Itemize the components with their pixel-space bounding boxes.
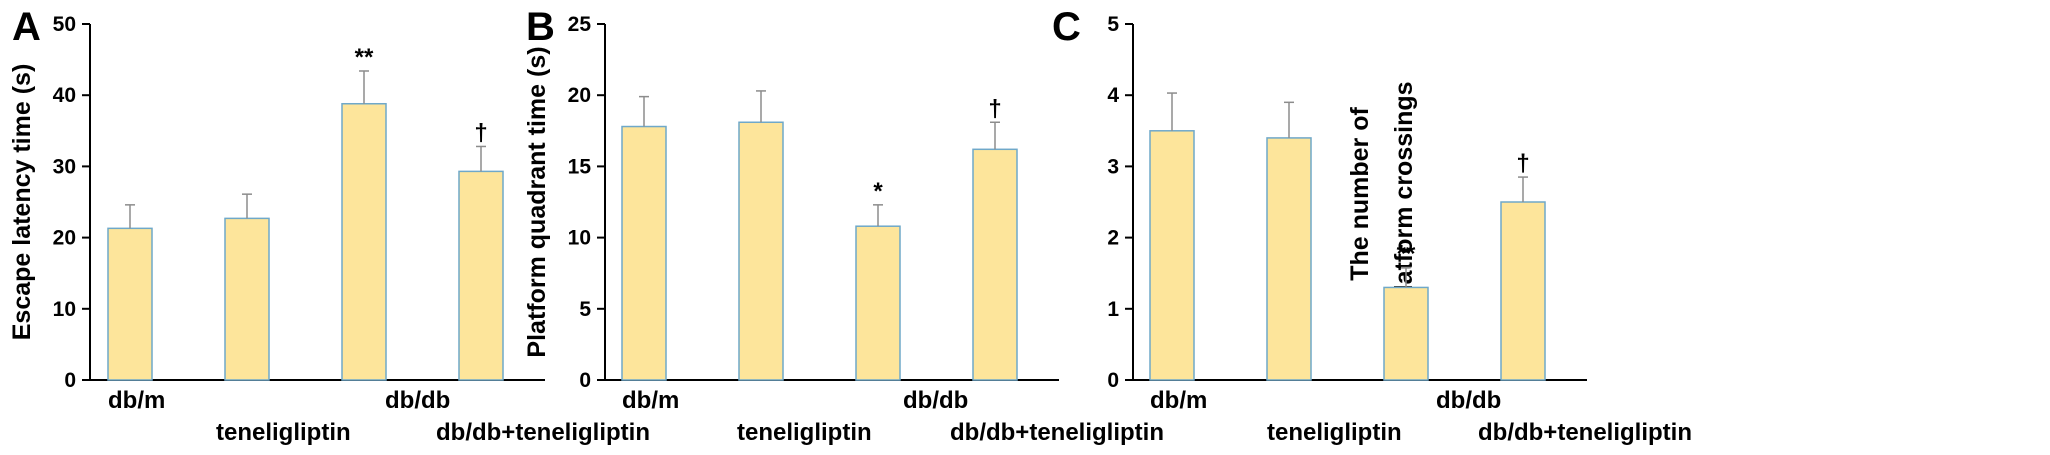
category-label: teneligliptin [216,419,351,446]
category-label: db/db+teneligliptin [436,419,650,446]
category-label: teneligliptin [1267,419,1402,446]
bar [458,170,504,381]
y-tick-label: 20 [568,84,591,107]
category-label: db/db [903,387,968,414]
y-tick-label: 20 [53,227,76,250]
significance-mark: † [988,95,1001,122]
bar [107,227,153,381]
y-tick-label: 10 [568,227,591,250]
y-axis-label-line-1: The number of [1346,107,1374,281]
bar [972,148,1018,381]
bar [621,125,667,381]
bar [341,102,387,381]
category-label: db/db [1436,387,1501,414]
y-tick-label: 15 [568,155,592,178]
y-tick-label: 10 [53,298,76,321]
y-tick-label: 1 [1107,298,1119,321]
significance-mark: ** [355,44,374,71]
category-label: db/db+teneligliptin [1478,419,1692,446]
panel-label: C [1052,5,1081,49]
category-label: db/db+teneligliptin [950,419,1164,446]
y-tick-label: 50 [53,13,76,36]
y-tick-label: 40 [53,84,76,107]
y-tick-label: 2 [1107,227,1119,250]
bar [738,121,784,381]
panel-label: B [526,5,555,49]
y-axis-label-line-2: platform crossings [1390,81,1418,306]
y-axis-label: Platform quadrant time (s) [523,46,551,357]
bar [1500,201,1546,381]
significance-mark: ** [1397,241,1416,268]
category-label: db/m [1150,387,1207,414]
category-label: teneligliptin [737,419,872,446]
y-tick-label: 25 [568,13,592,36]
y-tick-label: 5 [579,298,591,321]
category-label: db/m [108,387,165,414]
category-label: db/db [385,387,450,414]
y-axis-label: Escape latency time (s) [8,64,36,341]
bar [855,225,901,381]
y-tick-label: 0 [64,369,76,392]
bar [224,217,270,381]
significance-mark: † [474,119,487,146]
y-tick-label: 3 [1107,155,1119,178]
y-tick-label: 5 [1107,13,1119,36]
y-tick-label: 4 [1107,84,1119,107]
panel-label: A [12,5,41,49]
y-tick-label: 30 [53,155,76,178]
significance-mark: * [873,178,883,205]
y-tick-label: 0 [579,369,591,392]
bar [1149,130,1195,381]
significance-mark: † [1516,150,1529,177]
chart-panel-c: C The number of platform crossings 0 1 2 3 4 5 db… [1052,5,1692,446]
category-label: db/m [622,387,679,414]
bar [1266,137,1312,381]
bar [1383,286,1429,381]
y-tick-label: 0 [1107,369,1119,392]
